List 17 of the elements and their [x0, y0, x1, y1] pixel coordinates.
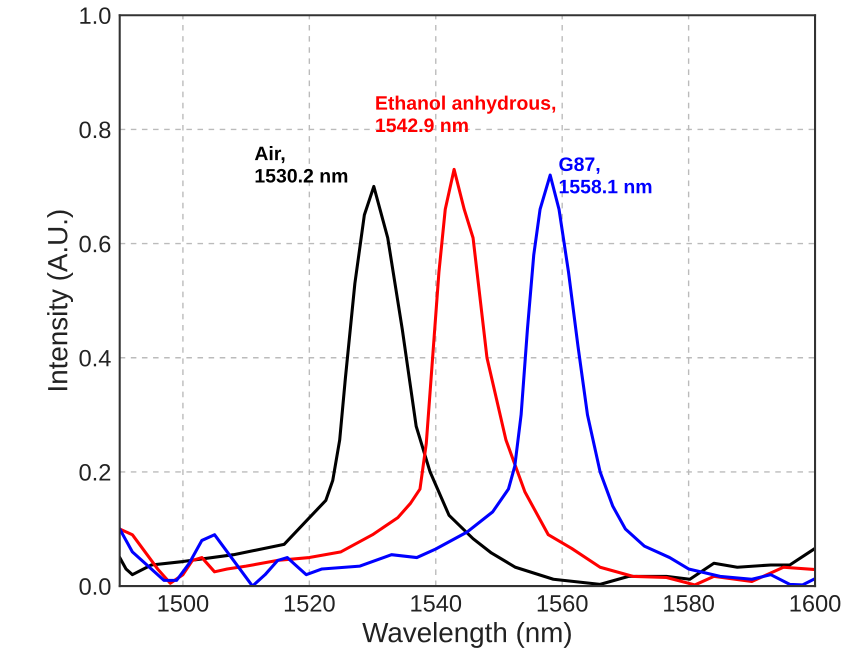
annotation: Ethanol anhydrous, 1542.9 nm	[376, 96, 556, 132]
x-tick-label: 1540	[411, 595, 462, 612]
x-tick-label: 1520	[284, 595, 335, 612]
y-axis-title: Intensity (A.U.)	[47, 210, 73, 390]
y-tick-label: 0.8	[79, 121, 110, 138]
y-tick-label: 0.4	[79, 350, 111, 367]
y-tick-label: 1.0	[80, 7, 110, 24]
y-tick-label: 0.6	[79, 236, 110, 252]
annotation: G87, 1558.1 nm	[559, 157, 652, 194]
x-tick-label: 1560	[538, 595, 588, 612]
annotation: Air, 1530.2 nm	[254, 146, 348, 183]
x-tick-label: 1500	[158, 595, 208, 612]
x-tick-label: 1600	[790, 595, 840, 612]
y-tick-label: 0.0	[79, 578, 110, 595]
x-tick-label: 1580	[664, 595, 714, 612]
x-axis-title: Wavelength (nm)	[362, 622, 571, 648]
y-tick-label: 0.2	[79, 464, 110, 481]
